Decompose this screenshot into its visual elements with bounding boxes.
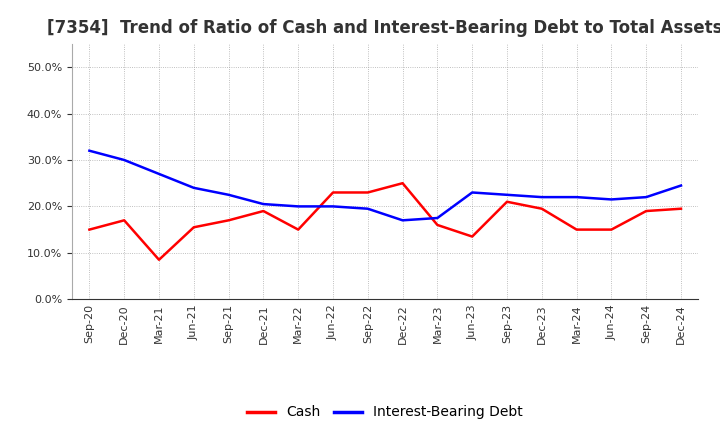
Cash: [503, 199, 511, 205]
Cash: [468, 234, 477, 239]
Cash: [259, 209, 268, 214]
Line: Cash: Cash: [89, 183, 681, 260]
Interest-Bearing Debt: [677, 183, 685, 188]
Legend: Cash, Interest-Bearing Debt: Cash, Interest-Bearing Debt: [242, 400, 528, 425]
Interest-Bearing Debt: [433, 215, 442, 220]
Interest-Bearing Debt: [155, 171, 163, 176]
Interest-Bearing Debt: [642, 194, 651, 200]
Cash: [607, 227, 616, 232]
Cash: [189, 225, 198, 230]
Cash: [85, 227, 94, 232]
Interest-Bearing Debt: [468, 190, 477, 195]
Interest-Bearing Debt: [607, 197, 616, 202]
Cash: [642, 209, 651, 214]
Interest-Bearing Debt: [572, 194, 581, 200]
Cash: [155, 257, 163, 262]
Cash: [225, 218, 233, 223]
Cash: [677, 206, 685, 211]
Cash: [120, 218, 129, 223]
Cash: [572, 227, 581, 232]
Cash: [364, 190, 372, 195]
Title: [7354]  Trend of Ratio of Cash and Interest-Bearing Debt to Total Assets: [7354] Trend of Ratio of Cash and Intere…: [48, 19, 720, 37]
Interest-Bearing Debt: [537, 194, 546, 200]
Cash: [328, 190, 337, 195]
Interest-Bearing Debt: [259, 202, 268, 207]
Interest-Bearing Debt: [85, 148, 94, 154]
Interest-Bearing Debt: [503, 192, 511, 198]
Interest-Bearing Debt: [189, 185, 198, 191]
Cash: [433, 222, 442, 227]
Cash: [537, 206, 546, 211]
Interest-Bearing Debt: [225, 192, 233, 198]
Interest-Bearing Debt: [398, 218, 407, 223]
Cash: [294, 227, 302, 232]
Interest-Bearing Debt: [364, 206, 372, 211]
Interest-Bearing Debt: [328, 204, 337, 209]
Interest-Bearing Debt: [294, 204, 302, 209]
Interest-Bearing Debt: [120, 158, 129, 163]
Cash: [398, 180, 407, 186]
Line: Interest-Bearing Debt: Interest-Bearing Debt: [89, 151, 681, 220]
